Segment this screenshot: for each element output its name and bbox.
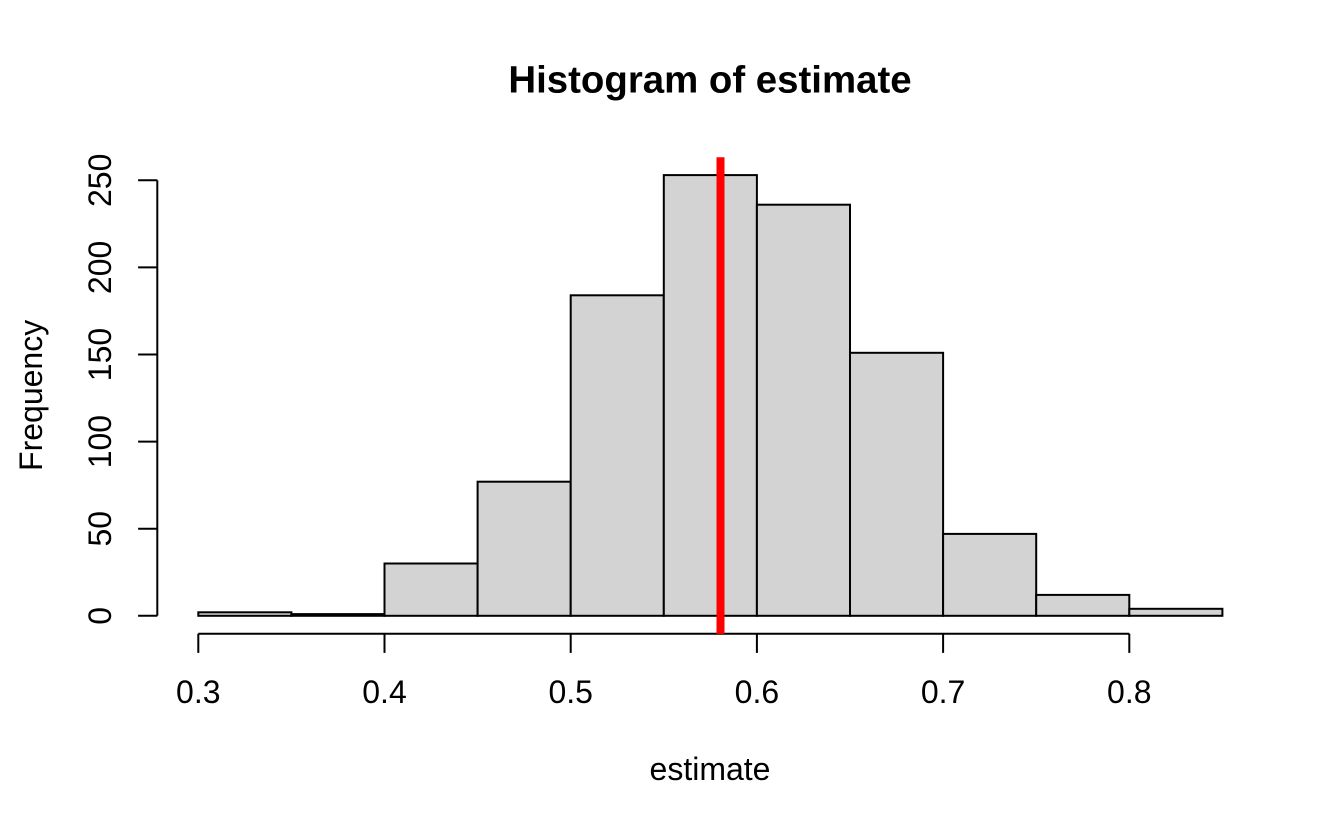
svg-text:Frequency: Frequency [13,320,49,471]
svg-text:200: 200 [82,241,118,294]
svg-text:50: 50 [82,511,118,547]
svg-text:0: 0 [82,607,118,625]
svg-text:Histogram of estimate: Histogram of estimate [508,59,911,102]
svg-text:100: 100 [82,415,118,468]
svg-text:0.3: 0.3 [176,674,220,710]
svg-text:0.7: 0.7 [921,674,965,710]
svg-text:250: 250 [82,154,118,207]
svg-text:estimate: estimate [650,751,771,787]
svg-text:0.8: 0.8 [1107,674,1151,710]
svg-text:150: 150 [82,328,118,381]
svg-text:0.5: 0.5 [548,674,592,710]
svg-text:0.6: 0.6 [735,674,779,710]
svg-text:0.4: 0.4 [362,674,406,710]
